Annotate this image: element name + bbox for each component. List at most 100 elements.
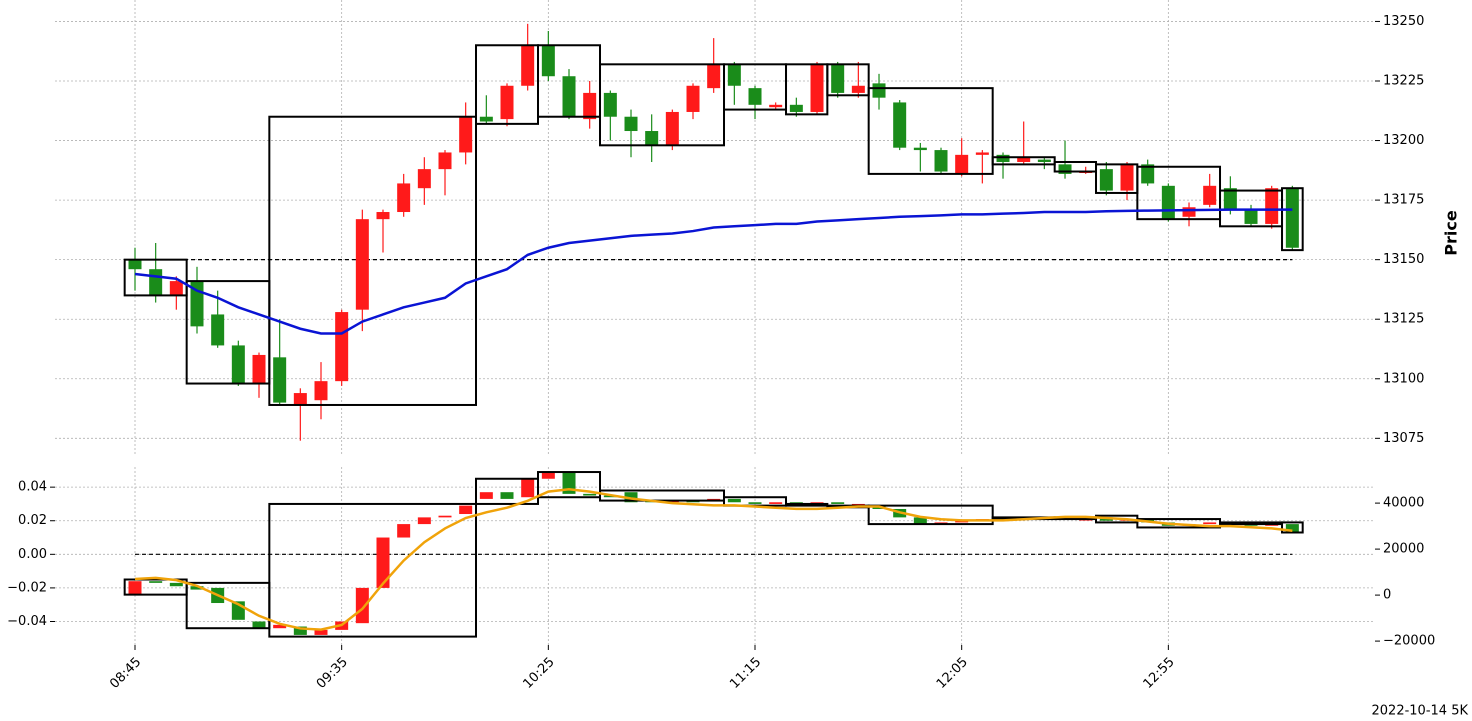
range-box — [268, 115, 478, 406]
range-box — [1281, 187, 1304, 252]
candle-body — [438, 515, 452, 518]
y2-tick-label: 20000 — [1383, 542, 1424, 557]
x-tick-label: 09:35 — [314, 655, 351, 692]
candle-body — [913, 517, 927, 525]
candle-body — [1037, 159, 1051, 162]
candle-body — [479, 116, 493, 122]
range-box — [599, 63, 726, 147]
candle-body — [562, 76, 576, 117]
candle-body — [996, 154, 1010, 162]
candle-body — [789, 104, 803, 112]
y-tick-label: 0.00 — [18, 547, 47, 562]
range-box — [1219, 521, 1284, 526]
candle-body — [1017, 157, 1031, 162]
candle-body — [231, 345, 245, 384]
candle-body — [190, 586, 204, 590]
y-axis-label: Price — [1442, 210, 1461, 256]
range-box — [867, 504, 994, 526]
candle-body — [521, 478, 535, 498]
candle-body — [851, 85, 865, 93]
candle-body — [1285, 188, 1299, 248]
candle-body — [1244, 209, 1258, 224]
candle-body — [1058, 164, 1072, 174]
candle-body — [603, 92, 617, 117]
candle-body — [314, 381, 328, 401]
candle-body — [417, 169, 431, 189]
candle-body — [562, 472, 576, 494]
candle-body — [686, 85, 700, 112]
candle-body — [1203, 185, 1217, 205]
y-tick-label: 13150 — [1383, 252, 1424, 267]
candle-body — [810, 64, 824, 112]
candle-body — [293, 393, 307, 405]
candle-body — [1141, 164, 1155, 184]
candle-body — [603, 495, 617, 498]
candle-body — [727, 64, 741, 86]
y-tick-label: 13100 — [1383, 371, 1424, 386]
candle-body — [665, 111, 679, 146]
range-box — [1281, 521, 1304, 534]
candle-body — [314, 629, 328, 635]
x-tick-label: 08:45 — [107, 655, 144, 692]
candle-body — [149, 581, 163, 583]
candle-body — [1120, 164, 1134, 191]
candle-body — [293, 626, 307, 635]
y-tick-label: 13225 — [1383, 73, 1424, 88]
y2-tick-label: 40000 — [1383, 496, 1424, 511]
x-tick-label: 12:55 — [1141, 655, 1178, 692]
candle-body — [541, 472, 555, 479]
candle-body — [273, 624, 287, 629]
candle-body — [727, 498, 741, 503]
candle-body — [1099, 169, 1113, 191]
range-box — [268, 502, 478, 638]
candle-body — [500, 85, 514, 120]
candle-body — [707, 64, 721, 89]
candle-body — [169, 281, 183, 296]
candle-body — [397, 524, 411, 538]
candle-body — [645, 131, 659, 146]
candle-body — [624, 116, 638, 132]
candle-body — [273, 357, 287, 403]
candle-body — [748, 502, 762, 504]
range-box — [867, 87, 994, 175]
y-tick-label: 0.02 — [18, 513, 47, 528]
candle-body — [975, 152, 989, 155]
candle-body — [955, 154, 969, 174]
candle-body — [376, 212, 390, 220]
range-box — [123, 258, 188, 297]
candle-body — [355, 587, 369, 624]
candle-body — [417, 517, 431, 525]
candle-body — [624, 492, 638, 503]
candle-body — [355, 219, 369, 310]
x-tick-label: 12:05 — [934, 655, 971, 692]
y-tick-label: 13125 — [1383, 312, 1424, 327]
candle-body — [769, 104, 783, 108]
candle-body — [831, 502, 845, 504]
candle-body — [934, 150, 948, 172]
candle-body — [831, 64, 845, 93]
range-box — [785, 502, 829, 507]
candle-body — [1161, 185, 1175, 220]
candle-body — [1285, 524, 1299, 533]
candle-body — [459, 116, 473, 153]
candle-body — [500, 492, 514, 499]
y2-tick-label: 0 — [1383, 588, 1391, 603]
candle-body — [479, 492, 493, 499]
candle-body — [149, 269, 163, 296]
candle-body — [583, 493, 597, 496]
y-tick-label: 13200 — [1383, 133, 1424, 148]
range-box — [991, 156, 1056, 166]
candle-body — [169, 582, 183, 587]
caption: 2022-10-14 5K — [1372, 704, 1469, 719]
candle-body — [1203, 522, 1217, 525]
candle-body — [128, 259, 142, 270]
candle-body — [335, 312, 349, 382]
range-box — [826, 63, 870, 97]
candle-body — [521, 45, 535, 86]
y-tick-label: 13250 — [1383, 14, 1424, 29]
candle-body — [913, 147, 927, 151]
candle-body — [893, 102, 907, 148]
candle-body — [438, 152, 452, 170]
candle-body — [459, 505, 473, 515]
